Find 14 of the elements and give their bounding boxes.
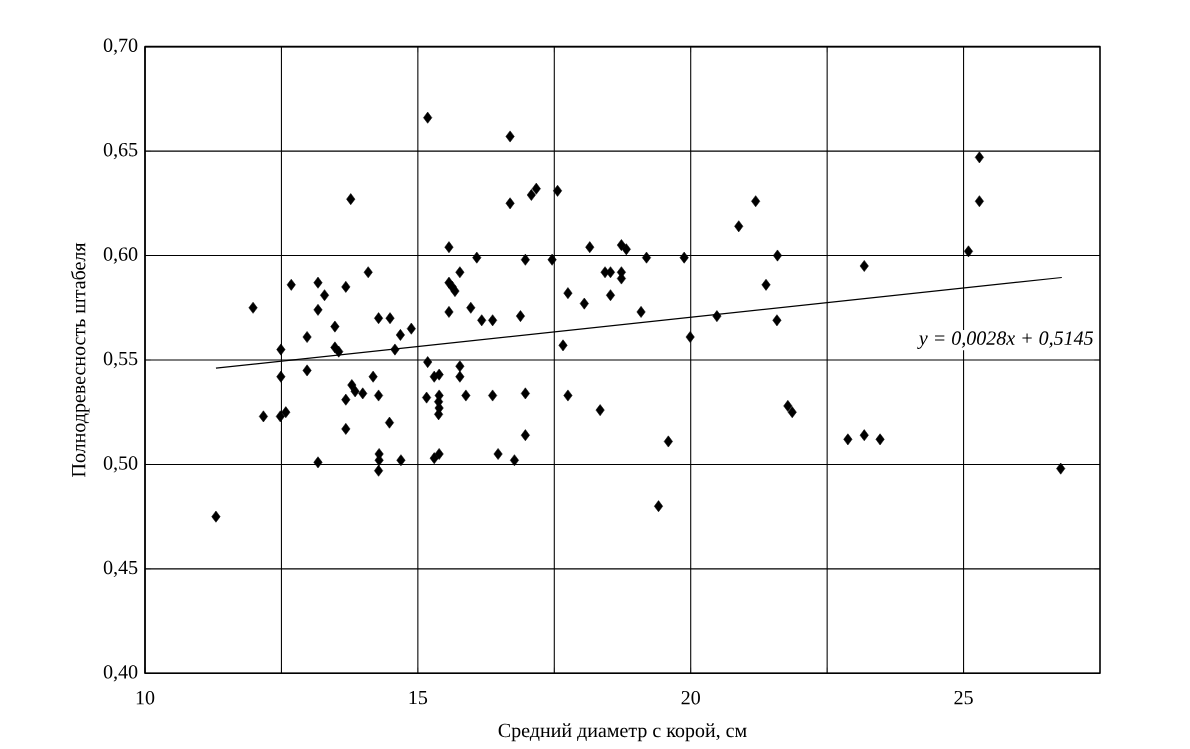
y-tick-label: 0,70 xyxy=(103,38,138,55)
x-tick-label: 15 xyxy=(409,690,428,705)
y-tick-label: 0,60 xyxy=(103,247,138,264)
y-tick-label: 0,65 xyxy=(103,142,138,160)
x-tick-label: 25 xyxy=(954,690,973,705)
y-tick-label: 0,45 xyxy=(103,560,138,578)
y-tick-label: 0,55 xyxy=(103,351,138,369)
x-axis-title: Средний диаметр с корой, см xyxy=(498,723,747,742)
y-tick-label: 0,40 xyxy=(103,665,138,682)
x-tick-label: 10 xyxy=(136,690,155,705)
x-tick-label: 20 xyxy=(681,690,700,705)
y-tick-label: 0,50 xyxy=(103,456,138,473)
annotation: y = 0,0028x + 0,5145 xyxy=(917,331,1094,349)
y-axis-title: Полнодревесность штабеля xyxy=(70,242,90,477)
